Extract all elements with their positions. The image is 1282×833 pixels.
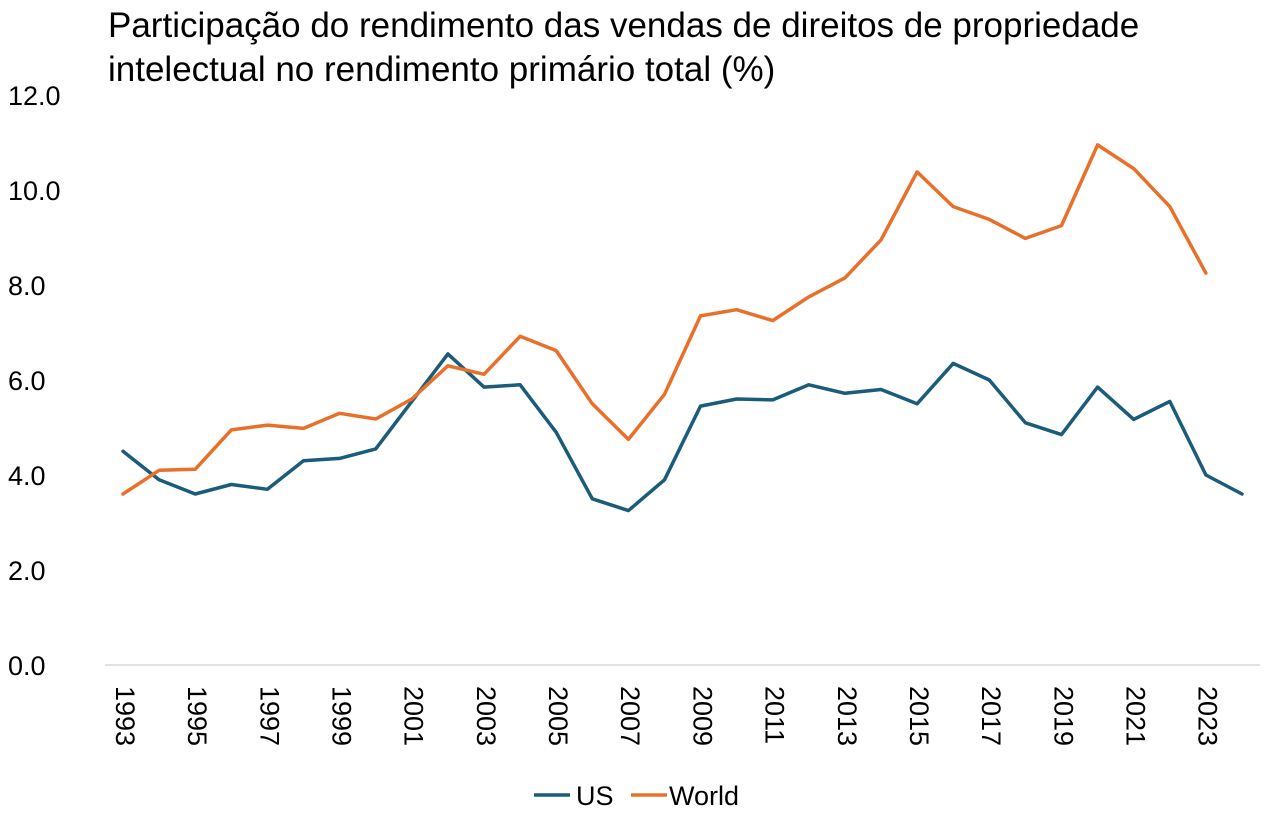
y-tick-label: 4.0 xyxy=(8,461,46,491)
x-tick-label: 2001 xyxy=(399,686,429,746)
y-tick-label: 12.0 xyxy=(8,81,61,111)
x-tick-label: 2007 xyxy=(615,686,645,746)
y-tick-label: 0.0 xyxy=(8,651,46,681)
series-layer xyxy=(121,143,1244,513)
y-tick-label: 10.0 xyxy=(8,176,61,206)
x-tick-label: 2017 xyxy=(976,686,1006,746)
y-axis: 0.0 2.0 4.0 6.0 8.0 10.0 12.0 xyxy=(8,81,61,681)
x-tick-label: 2019 xyxy=(1048,686,1078,746)
legend-label-world: World xyxy=(669,781,739,811)
y-tick-label: 8.0 xyxy=(8,271,46,301)
x-tick-label: 2009 xyxy=(687,686,717,746)
y-tick-label: 6.0 xyxy=(8,366,46,396)
x-tick-label: 2011 xyxy=(760,686,790,744)
x-tick-label: 1993 xyxy=(110,686,140,746)
x-tick-label: 2023 xyxy=(1193,686,1223,746)
legend-label-us: US xyxy=(576,781,614,811)
series-line-world xyxy=(121,143,1208,496)
x-tick-label: 2015 xyxy=(904,686,934,746)
x-tick-label: 2021 xyxy=(1121,686,1151,746)
chart-title: Participação do rendimento das vendas de… xyxy=(108,6,1140,89)
x-tick-label: 2013 xyxy=(832,686,862,746)
x-tick-label: 1997 xyxy=(254,686,284,746)
x-tick-label: 2003 xyxy=(471,686,501,746)
y-tick-label: 2.0 xyxy=(8,556,46,586)
x-tick-label: 1999 xyxy=(326,686,356,746)
x-tick-label: 2005 xyxy=(543,686,573,746)
series-line-us xyxy=(121,352,1244,513)
x-tick-label: 1995 xyxy=(182,686,212,746)
legend: US World xyxy=(534,781,739,811)
x-axis: 1993 1995 1997 1999 2001 2003 2005 2007 2009 2011… xyxy=(105,664,1260,746)
